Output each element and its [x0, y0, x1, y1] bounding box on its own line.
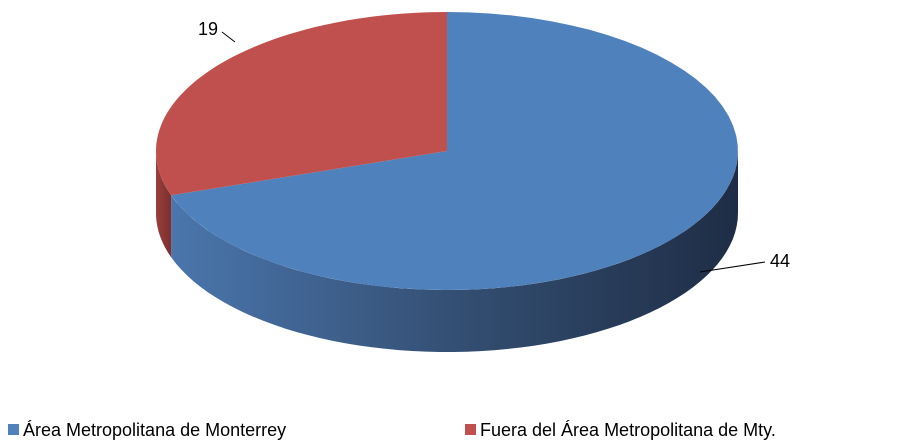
- data-label: 19: [198, 19, 218, 39]
- leader-line: [699, 261, 766, 273]
- legend-swatch: [8, 424, 19, 435]
- legend-label: Área Metropolitana de Monterrey: [23, 420, 286, 440]
- legend-swatch: [465, 424, 476, 435]
- pie-side: [171, 151, 738, 352]
- pie-slice: [156, 12, 447, 196]
- leader-line: [221, 31, 236, 43]
- legend-label: Fuera del Área Metropolitana de Mty.: [480, 420, 776, 440]
- data-label: 44: [770, 251, 790, 271]
- pie-slice: [171, 12, 738, 290]
- pie-side: [156, 151, 172, 258]
